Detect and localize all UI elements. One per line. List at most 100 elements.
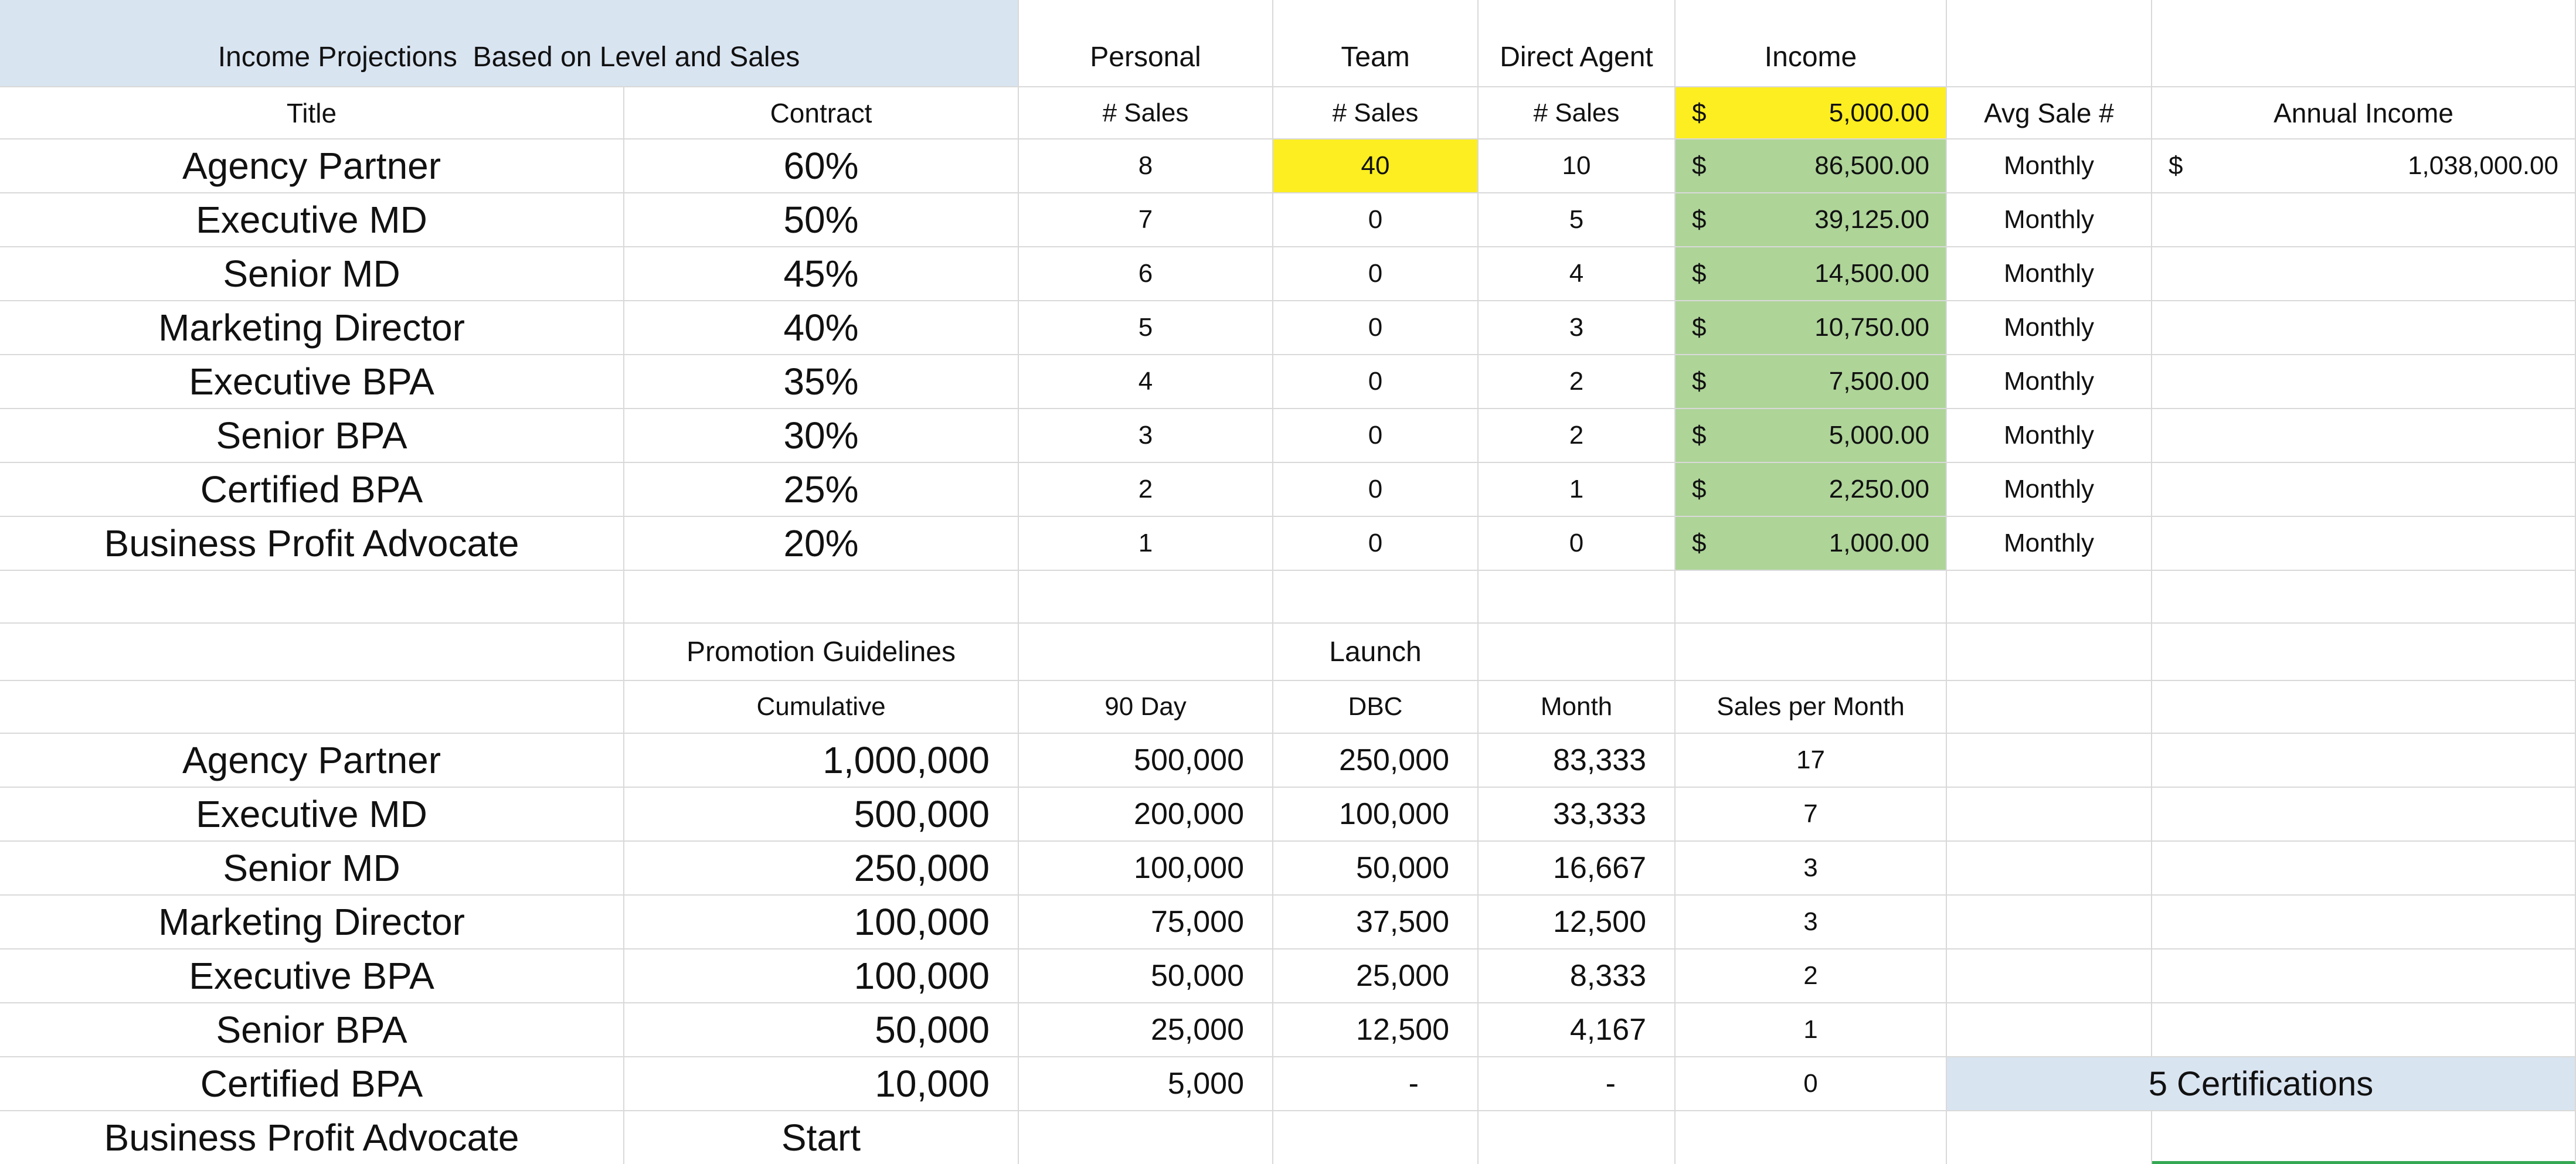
cell-90-day[interactable]: 500,000 <box>1019 734 1273 788</box>
cell-title[interactable]: Executive MD <box>0 193 624 247</box>
empty-cell[interactable] <box>1676 624 1947 681</box>
empty-cell[interactable] <box>1479 1111 1676 1164</box>
col-header-team-sales[interactable]: # Sales <box>1273 87 1479 139</box>
cell-title[interactable]: Executive MD <box>0 788 624 842</box>
cell-contract[interactable]: 25% <box>624 463 1019 517</box>
cell-cumulative[interactable]: Start <box>624 1111 1019 1164</box>
certifications-note-cell[interactable]: 5 Certifications <box>1947 1057 2576 1111</box>
empty-cell[interactable] <box>2152 788 2576 842</box>
cell-contract[interactable]: 35% <box>624 355 1019 409</box>
cell-cumulative[interactable]: 100,000 <box>624 949 1019 1003</box>
cell-dbc[interactable]: 37,500 <box>1273 896 1479 949</box>
col-header-month[interactable]: Month <box>1479 681 1676 734</box>
cell-month[interactable]: 83,333 <box>1479 734 1676 788</box>
cell-title[interactable]: Executive BPA <box>0 949 624 1003</box>
empty-cell[interactable] <box>2152 842 2576 896</box>
empty-cell[interactable] <box>1947 949 2152 1003</box>
cell-title[interactable]: Executive BPA <box>0 355 624 409</box>
cell-income[interactable]: $7,500.00 <box>1676 355 1947 409</box>
empty-cell[interactable] <box>2152 409 2576 463</box>
group-header-team[interactable]: Team <box>1273 0 1479 87</box>
empty-cell[interactable] <box>1947 896 2152 949</box>
cell-90-day[interactable]: 25,000 <box>1019 1003 1273 1057</box>
empty-cell[interactable] <box>1273 571 1479 624</box>
cell-sales-per-month[interactable]: 3 <box>1676 842 1947 896</box>
cell-contract[interactable]: 45% <box>624 247 1019 301</box>
empty-cell[interactable] <box>2152 0 2576 87</box>
cell-direct-sales[interactable]: 10 <box>1479 139 1676 193</box>
cell-team-sales-highlighted[interactable]: 40 <box>1273 139 1479 193</box>
cell-cumulative[interactable]: 250,000 <box>624 842 1019 896</box>
cell-personal-sales[interactable]: 2 <box>1019 463 1273 517</box>
cell-cumulative[interactable]: 50,000 <box>624 1003 1019 1057</box>
cell-team-sales[interactable]: 0 <box>1273 463 1479 517</box>
cell-dbc[interactable]: - <box>1273 1057 1479 1111</box>
banner-title-cell[interactable]: Income Projections Based on Level and Sa… <box>0 0 1019 87</box>
cell-title[interactable]: Certified BPA <box>0 463 624 517</box>
empty-cell[interactable] <box>2152 734 2576 788</box>
cell-personal-sales[interactable]: 3 <box>1019 409 1273 463</box>
cell-direct-sales[interactable]: 2 <box>1479 355 1676 409</box>
col-header-sales-per-month[interactable]: Sales per Month <box>1676 681 1947 734</box>
cell-month[interactable]: 16,667 <box>1479 842 1676 896</box>
cell-title[interactable]: Senior MD <box>0 247 624 301</box>
cell-month[interactable]: 4,167 <box>1479 1003 1676 1057</box>
cell-dbc[interactable]: 250,000 <box>1273 734 1479 788</box>
cell-income[interactable]: $2,250.00 <box>1676 463 1947 517</box>
cell-frequency[interactable]: Monthly <box>1947 247 2152 301</box>
cell-direct-sales[interactable]: 5 <box>1479 193 1676 247</box>
cell-contract[interactable]: 60% <box>624 139 1019 193</box>
cell-title[interactable]: Business Profit Advocate <box>0 1111 624 1164</box>
cell-team-sales[interactable]: 0 <box>1273 517 1479 571</box>
cell-title[interactable]: Marketing Director <box>0 301 624 355</box>
cell-dbc[interactable]: 12,500 <box>1273 1003 1479 1057</box>
empty-cell[interactable] <box>1947 842 2152 896</box>
empty-cell[interactable] <box>1676 1111 1947 1164</box>
cell-dbc[interactable]: 25,000 <box>1273 949 1479 1003</box>
cell-90-day[interactable]: 75,000 <box>1019 896 1273 949</box>
empty-cell[interactable] <box>2152 896 2576 949</box>
empty-cell[interactable] <box>2152 624 2576 681</box>
group-header-income[interactable]: Income <box>1676 0 1947 87</box>
cell-title[interactable]: Agency Partner <box>0 139 624 193</box>
cell-personal-sales[interactable]: 6 <box>1019 247 1273 301</box>
empty-cell[interactable] <box>1947 1003 2152 1057</box>
empty-cell[interactable] <box>0 571 624 624</box>
cell-90-day[interactable]: 50,000 <box>1019 949 1273 1003</box>
cell-title[interactable]: Business Profit Advocate <box>0 517 624 571</box>
empty-cell[interactable] <box>1947 0 2152 87</box>
col-header-personal-sales[interactable]: # Sales <box>1019 87 1273 139</box>
cell-90-day[interactable]: 5,000 <box>1019 1057 1273 1111</box>
cell-team-sales[interactable]: 0 <box>1273 247 1479 301</box>
empty-cell[interactable] <box>624 571 1019 624</box>
cell-annual-income[interactable]: $1,038,000.00 <box>2152 139 2576 193</box>
empty-cell[interactable] <box>2152 681 2576 734</box>
cell-direct-sales[interactable]: 0 <box>1479 517 1676 571</box>
cell-direct-sales[interactable]: 2 <box>1479 409 1676 463</box>
cell-team-sales[interactable]: 0 <box>1273 355 1479 409</box>
empty-cell[interactable] <box>1947 788 2152 842</box>
cell-cumulative[interactable]: 1,000,000 <box>624 734 1019 788</box>
cell-personal-sales[interactable]: 8 <box>1019 139 1273 193</box>
col-header-direct-sales[interactable]: # Sales <box>1479 87 1676 139</box>
cell-title[interactable]: Agency Partner <box>0 734 624 788</box>
col-header-cumulative[interactable]: Cumulative <box>624 681 1019 734</box>
empty-cell[interactable] <box>2152 355 2576 409</box>
cell-cumulative[interactable]: 100,000 <box>624 896 1019 949</box>
empty-cell[interactable] <box>2152 301 2576 355</box>
cell-income[interactable]: $86,500.00 <box>1676 139 1947 193</box>
cell-title[interactable]: Senior BPA <box>0 409 624 463</box>
cell-income[interactable]: $1,000.00 <box>1676 517 1947 571</box>
cell-dbc[interactable]: 50,000 <box>1273 842 1479 896</box>
empty-cell[interactable] <box>2152 1003 2576 1057</box>
cell-team-sales[interactable]: 0 <box>1273 409 1479 463</box>
empty-cell[interactable] <box>1676 571 1947 624</box>
group-header-direct-agent[interactable]: Direct Agent <box>1479 0 1676 87</box>
cell-90-day[interactable]: 200,000 <box>1019 788 1273 842</box>
cell-contract[interactable]: 20% <box>624 517 1019 571</box>
cell-month[interactable]: - <box>1479 1057 1676 1111</box>
cell-income[interactable]: $5,000.00 <box>1676 409 1947 463</box>
cell-personal-sales[interactable]: 5 <box>1019 301 1273 355</box>
cell-cumulative[interactable]: 500,000 <box>624 788 1019 842</box>
empty-cell[interactable] <box>0 624 624 681</box>
